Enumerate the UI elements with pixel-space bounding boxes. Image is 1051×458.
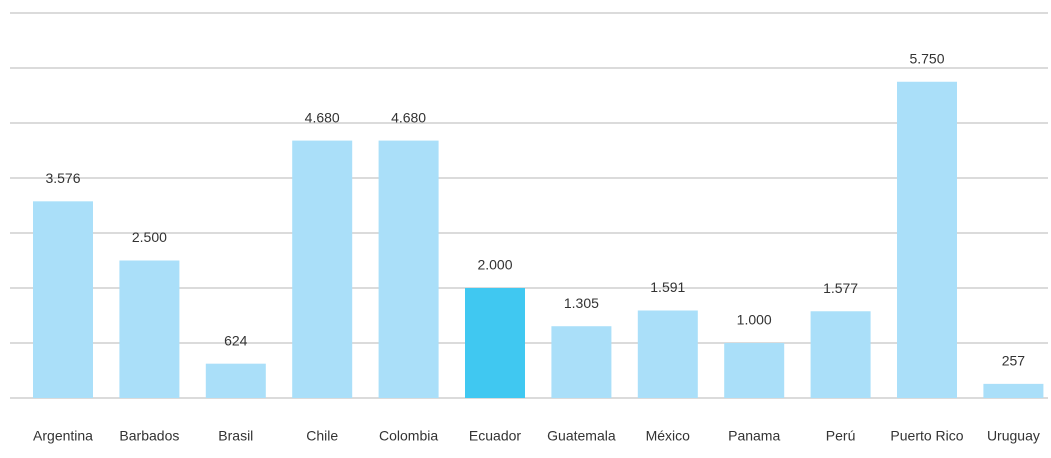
bar <box>724 343 785 398</box>
bar <box>810 311 871 398</box>
x-tick-label: Panama <box>728 428 780 444</box>
x-tick-label: México <box>646 428 691 444</box>
value-label: 2.500 <box>132 229 167 245</box>
value-label: 1.591 <box>650 279 685 295</box>
value-label: 3.576 <box>45 170 80 186</box>
bar <box>983 383 1044 398</box>
x-tick-label: Colombia <box>379 428 438 444</box>
value-label: 624 <box>224 332 248 348</box>
x-tick-label: Argentina <box>33 428 93 444</box>
bar <box>897 81 957 398</box>
value-label: 1.577 <box>823 280 858 296</box>
value-label: 2.000 <box>477 257 512 273</box>
x-tick-label: Guatemala <box>547 428 616 444</box>
bar <box>119 260 180 398</box>
bar <box>205 363 266 398</box>
x-tick-label: Barbados <box>119 428 179 444</box>
bar <box>465 288 525 398</box>
value-label: 5.750 <box>909 50 944 66</box>
bar <box>637 310 698 398</box>
value-label: 1.305 <box>564 295 599 311</box>
value-label: 1.000 <box>737 312 772 328</box>
x-tick-label: Puerto Rico <box>890 428 963 444</box>
x-tick-label: Perú <box>826 428 856 444</box>
x-tick-label: Brasil <box>218 428 253 444</box>
bar <box>551 326 612 398</box>
value-label: 4.680 <box>391 109 426 125</box>
value-label: 4.680 <box>305 109 340 125</box>
x-tick-label: Uruguay <box>987 428 1040 444</box>
bar <box>33 201 93 398</box>
x-tick-label: Chile <box>306 428 338 444</box>
bar <box>292 140 353 398</box>
bar <box>378 140 439 398</box>
x-tick-label: Ecuador <box>469 428 521 444</box>
value-label: 257 <box>1002 353 1026 369</box>
